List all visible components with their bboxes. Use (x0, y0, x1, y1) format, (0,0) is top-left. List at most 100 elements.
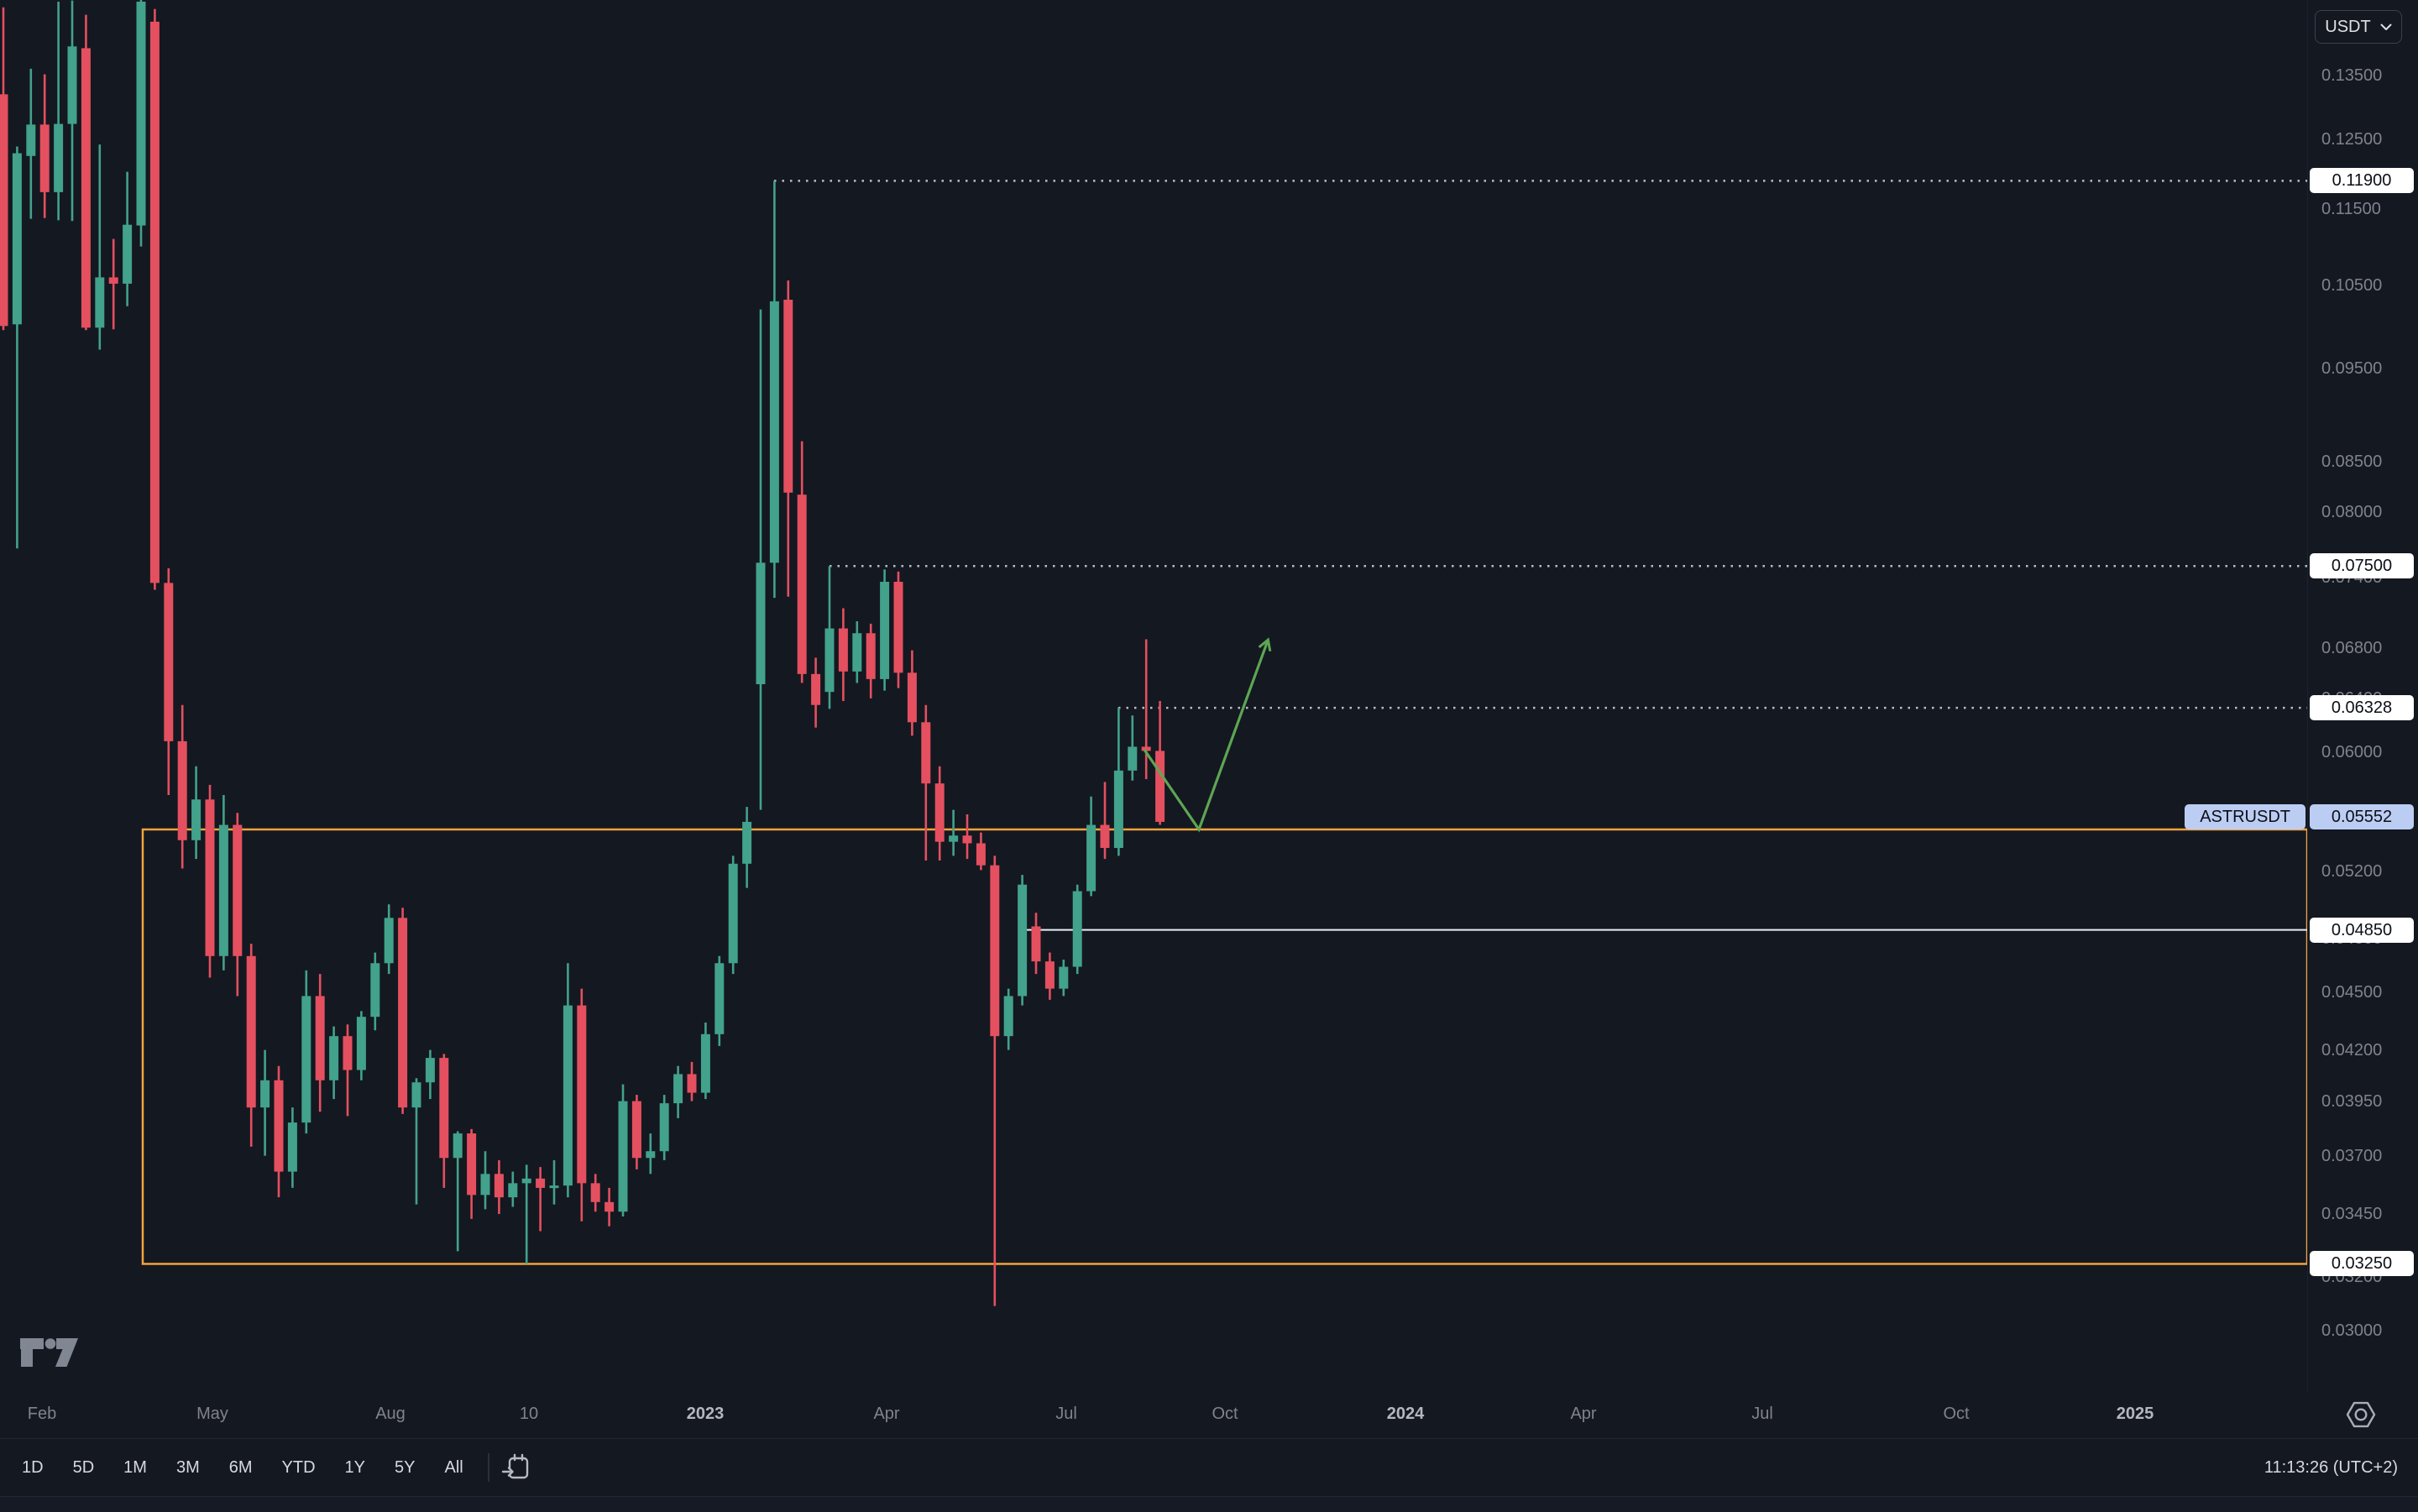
candle (907, 650, 917, 736)
candle (577, 988, 587, 1222)
candle (411, 1078, 421, 1205)
candle (26, 68, 36, 219)
candle (742, 807, 752, 888)
candle (149, 8, 160, 590)
candle (618, 1084, 628, 1217)
candle (136, 0, 146, 247)
candle (191, 766, 202, 860)
candle (343, 1024, 353, 1117)
candle (990, 855, 1000, 1306)
candle (549, 1159, 559, 1205)
bottom-strip (0, 1496, 2418, 1512)
range-box-drawing (141, 828, 2307, 1265)
range-button-3m[interactable]: 3M (175, 1457, 200, 1477)
range-button-1m[interactable]: 1M (123, 1457, 147, 1477)
session-clock[interactable]: 11:13:26 (UTC+2) (2264, 1457, 2398, 1477)
time-axis-label: Jul (1751, 1405, 1773, 1423)
candle (205, 784, 215, 978)
candle (1072, 884, 1082, 975)
candle (824, 566, 835, 709)
range-button-5y[interactable]: 5Y (395, 1457, 416, 1477)
candle (494, 1159, 504, 1215)
price-tick-label: 0.03000 (2321, 1321, 2383, 1341)
candle (1141, 639, 1151, 780)
candle (425, 1049, 435, 1100)
candle (687, 1061, 697, 1101)
candle (54, 1, 64, 221)
candle (769, 180, 779, 599)
price-tick-label: 0.08500 (2321, 452, 2383, 471)
candle (934, 766, 945, 861)
candle (852, 621, 862, 683)
candle (838, 608, 848, 702)
candle (177, 704, 187, 869)
candle (659, 1095, 669, 1160)
price-tick-label: 0.03950 (2321, 1091, 2383, 1111)
price-tick-label: 0.11500 (2321, 200, 2381, 219)
time-axis[interactable]: Feb May Aug 10 2023 Apr Jul Oct 2024 Apr Jul Oct 202… (0, 1392, 2418, 1438)
candle (329, 1026, 339, 1100)
candle (756, 309, 766, 810)
candle (508, 1171, 518, 1207)
price-tick-label: 0.08000 (2321, 503, 2383, 522)
candle (893, 571, 903, 688)
range-button-ytd[interactable]: YTD (281, 1457, 316, 1477)
candle (287, 1107, 297, 1188)
time-axis-label: Apr (1570, 1405, 1597, 1423)
price-tick-label: 0.03450 (2321, 1205, 2383, 1224)
projection-arrow-drawing (1143, 637, 1272, 833)
candle (301, 970, 311, 1134)
candle (274, 1065, 284, 1198)
time-axis-label: Oct (1212, 1405, 1238, 1423)
price-scale-settings-gear-icon[interactable] (2345, 1399, 2377, 1431)
candle (1113, 707, 1123, 856)
candle (453, 1131, 463, 1252)
candle (521, 1164, 531, 1264)
candle (563, 963, 573, 1198)
candlestick-chart (0, 0, 2307, 1306)
range-button-1d[interactable]: 1D (22, 1457, 44, 1477)
bottom-toolbar: 1D 5D 1M 3M 6M YTD 1Y 5Y All 11:13:26 (UTC+2) (0, 1438, 2418, 1496)
candle (811, 657, 821, 728)
go-to-date-calendar-icon[interactable] (500, 1451, 533, 1484)
candle (590, 1174, 600, 1212)
candle (108, 238, 118, 330)
price-tick-label: 0.04200 (2321, 1040, 2383, 1059)
candle (949, 809, 959, 856)
time-axis-label: May (196, 1405, 228, 1423)
price-level-label: 0.11900 (2310, 168, 2414, 194)
tradingview-logo[interactable] (18, 1333, 86, 1372)
candle (1003, 988, 1013, 1050)
candle (631, 1095, 641, 1169)
time-axis-label: Oct (1943, 1405, 1970, 1423)
price-level-label: 0.06328 (2310, 695, 2414, 721)
range-button-1y[interactable]: 1Y (344, 1457, 366, 1477)
range-button-5d[interactable]: 5D (72, 1457, 95, 1477)
time-axis-label: 2024 (1386, 1405, 1425, 1423)
candle (866, 623, 876, 698)
candle (467, 1128, 477, 1219)
price-tick-label: 0.06800 (2321, 638, 2383, 657)
price-tick-label: 0.04500 (2321, 983, 2383, 1002)
time-axis-label: 2025 (2116, 1405, 2154, 1423)
candle (1044, 952, 1055, 1000)
chart-canvas[interactable] (0, 0, 2307, 1392)
candle (439, 1054, 449, 1188)
candle (12, 146, 22, 549)
candle (1100, 782, 1110, 860)
last-price-label: 0.05552 (2310, 804, 2414, 830)
range-button-6m[interactable]: 6M (228, 1457, 253, 1477)
candle (797, 441, 807, 683)
candle (921, 704, 931, 861)
quote-currency-dropdown[interactable]: USDT (2315, 10, 2402, 44)
candle (646, 1133, 656, 1175)
candle (233, 813, 243, 997)
candle (1059, 960, 1069, 997)
range-button-all[interactable]: All (444, 1457, 463, 1477)
price-tick-label: 0.09500 (2321, 359, 2383, 379)
candle (1018, 875, 1028, 1006)
candle (218, 795, 228, 971)
range-box-price-label: 0.03250 (2310, 1251, 2414, 1277)
candle (164, 568, 174, 796)
price-axis[interactable]: 0.13500 0.12500 0.11500 0.10500 0.09500 0.085… (2307, 0, 2418, 1392)
